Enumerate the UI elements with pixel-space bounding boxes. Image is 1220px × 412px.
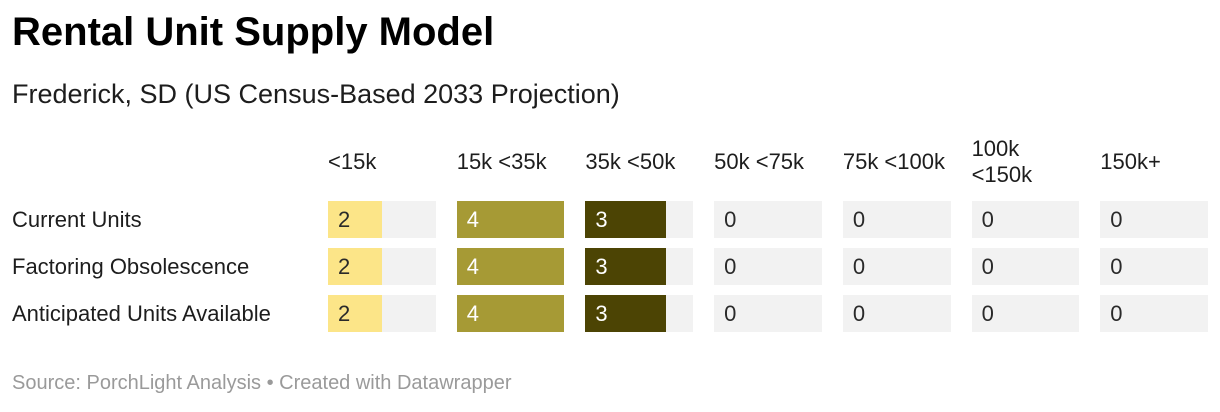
cell-value: 3 <box>595 253 608 279</box>
column-header-4: 50k <75k <box>714 149 805 174</box>
table-body: Current Units 2 4 3 0 0 0 0 Factoring Obsolescen… <box>12 201 1208 332</box>
column-header-5: 75k <100k <box>842 149 945 174</box>
column-header-3: 35k <50k <box>585 149 676 174</box>
chart-title: Rental Unit Supply Model <box>12 10 495 54</box>
row-label: Current Units <box>12 206 142 232</box>
heatmap-cell: 0 <box>714 201 822 238</box>
chart-footer: Source: PorchLight Analysis • Created wi… <box>12 370 1208 396</box>
heatmap-cell: 3 <box>585 201 694 238</box>
cell-value: 2 <box>338 300 351 326</box>
heatmap-cell: 0 <box>971 201 1080 238</box>
cell-value: 0 <box>1110 206 1123 232</box>
cell-fill-bar <box>456 201 565 238</box>
column-header-6: 100k <150k <box>971 136 1033 187</box>
cell-fill-bar <box>456 248 565 285</box>
cell-value: 0 <box>724 300 737 326</box>
table-row: Anticipated Units Available 2 4 3 0 0 0 0 <box>12 295 1208 332</box>
column-header-1: <15k <box>328 149 377 174</box>
row-label: Factoring Obsolescence <box>12 253 250 279</box>
cell-value: 2 <box>338 253 351 279</box>
cell-fill-bar <box>585 295 667 332</box>
column-header-row: <15k 15k <35k 35k <50k 50k <75k 75k <100k 100… <box>12 135 1208 189</box>
source-text: Source: PorchLight Analysis <box>12 372 262 394</box>
cell-value: 0 <box>724 253 737 279</box>
column-header-7: 150k+ <box>1100 149 1161 174</box>
heatmap-cell: 0 <box>971 295 1080 332</box>
cell-value: 0 <box>1110 253 1123 279</box>
cell-value: 4 <box>466 253 479 279</box>
heatmap-cell: 2 <box>328 248 436 285</box>
heatmap-cell: 0 <box>842 201 951 238</box>
cell-value: 0 <box>981 253 994 279</box>
cell-value: 0 <box>981 300 994 326</box>
cell-fill-bar <box>328 295 382 332</box>
cell-value: 0 <box>981 206 994 232</box>
cell-value: 3 <box>595 206 608 232</box>
heatmap-cell: 0 <box>1100 248 1208 285</box>
footer-separator: • <box>261 372 280 394</box>
heatmap-cell: 4 <box>456 295 565 332</box>
heatmap-table: <15k 15k <35k 35k <50k 50k <75k 75k <100k 100… <box>12 135 1208 332</box>
table-row: Factoring Obsolescence 2 4 3 0 0 0 0 <box>12 248 1208 285</box>
heatmap-cell: 0 <box>971 248 1080 285</box>
datawrapper-attribution-link[interactable]: Created with Datawrapper <box>279 372 512 394</box>
cell-value: 4 <box>466 300 479 326</box>
cell-fill-bar <box>456 295 565 332</box>
heatmap-cell: 0 <box>1100 295 1208 332</box>
heatmap-cell: 2 <box>328 201 436 238</box>
heatmap-cell: 0 <box>1100 201 1208 238</box>
cell-value: 0 <box>852 300 866 326</box>
heatmap-cell: 0 <box>714 248 822 285</box>
cell-fill-bar <box>585 201 667 238</box>
heatmap-cell: 3 <box>585 295 694 332</box>
column-header-2: 15k <35k <box>456 149 547 174</box>
heatmap-cell: 4 <box>456 201 565 238</box>
heatmap-cell: 0 <box>842 295 951 332</box>
heatmap-cell: 0 <box>842 248 951 285</box>
cell-fill-bar <box>585 248 667 285</box>
cell-fill-bar <box>328 248 382 285</box>
cell-value: 0 <box>852 253 866 279</box>
heatmap-cell: 2 <box>328 295 436 332</box>
cell-value: 4 <box>466 206 479 232</box>
cell-fill-bar <box>328 201 382 238</box>
cell-value: 3 <box>595 300 608 326</box>
heatmap-cell: 0 <box>714 295 822 332</box>
cell-value: 0 <box>852 206 866 232</box>
table-row: Current Units 2 4 3 0 0 0 0 <box>12 201 1208 238</box>
row-label: Anticipated Units Available <box>12 300 271 326</box>
cell-value: 0 <box>1110 300 1123 326</box>
heatmap-cell: 4 <box>456 248 565 285</box>
cell-value: 2 <box>338 206 351 232</box>
chart-subtitle: Frederick, SD (US Census-Based 2033 Proj… <box>12 79 620 109</box>
heatmap-cell: 3 <box>585 248 694 285</box>
cell-value: 0 <box>724 206 737 232</box>
